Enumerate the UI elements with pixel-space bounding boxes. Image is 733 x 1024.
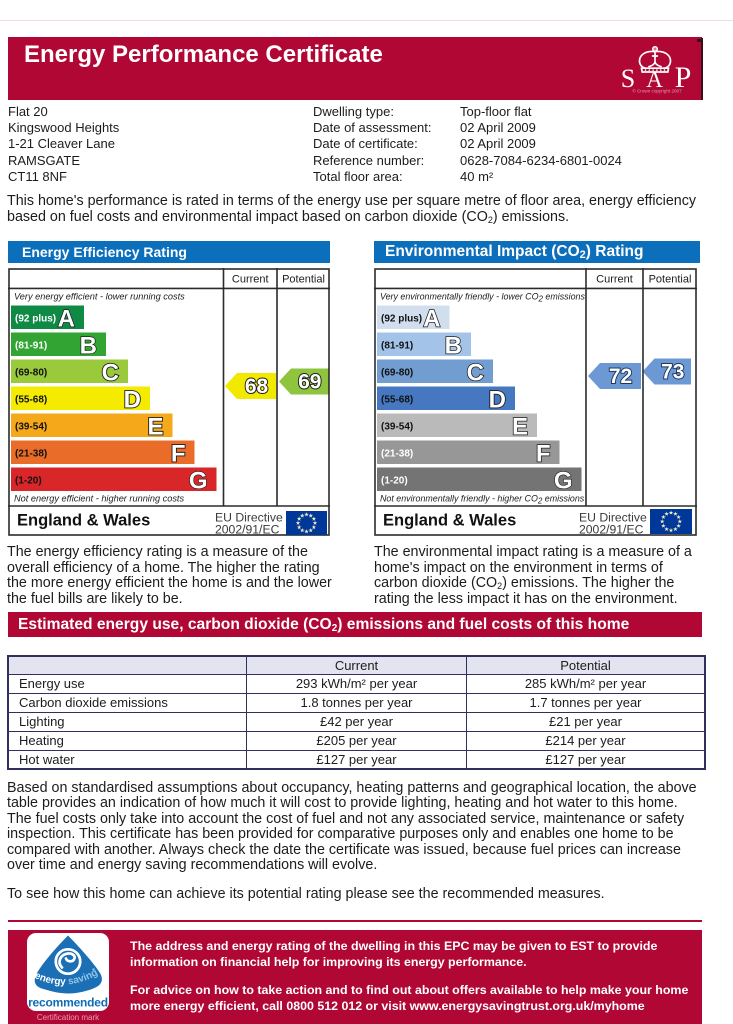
- svg-text:EU Directive: EU Directive: [215, 511, 283, 525]
- svg-text:(39-54): (39-54): [15, 421, 47, 432]
- svg-text:C: C: [102, 359, 119, 386]
- svg-text:A: A: [423, 305, 440, 332]
- svg-text:(92 plus): (92 plus): [381, 313, 422, 324]
- svg-text:(1-20): (1-20): [381, 475, 408, 486]
- svg-text:(69-80): (69-80): [15, 367, 47, 378]
- svg-text:69: 69: [298, 371, 321, 394]
- svg-text:2002/91/EC: 2002/91/EC: [579, 523, 644, 537]
- svg-text:(1-20): (1-20): [15, 475, 42, 486]
- svg-text:(81-91): (81-91): [15, 340, 47, 351]
- svg-text:A: A: [646, 67, 663, 92]
- svg-text:EU Directive: EU Directive: [579, 511, 647, 525]
- svg-text:P: P: [675, 61, 692, 94]
- svg-text:68: 68: [245, 375, 269, 398]
- svg-text:2002/91/EC: 2002/91/EC: [215, 523, 280, 537]
- svg-text:D: D: [124, 386, 141, 413]
- svg-text:(39-54): (39-54): [381, 421, 413, 432]
- svg-text:Current: Current: [232, 274, 269, 286]
- svg-text:England & Wales: England & Wales: [17, 512, 150, 530]
- svg-text:(55-68): (55-68): [15, 394, 47, 405]
- svg-text:(92 plus): (92 plus): [15, 313, 56, 324]
- svg-text:Not energy efficient - higher: Not energy efficient - higher running co…: [14, 494, 184, 504]
- svg-text:E: E: [147, 413, 163, 440]
- svg-text:Potential: Potential: [282, 274, 325, 286]
- svg-text:(21-38): (21-38): [381, 448, 413, 459]
- svg-text:S: S: [621, 64, 635, 93]
- svg-text:(81-91): (81-91): [381, 340, 413, 351]
- svg-text:recommended: recommended: [28, 996, 108, 1010]
- svg-text:G: G: [189, 467, 208, 494]
- svg-text:(55-68): (55-68): [381, 394, 413, 405]
- svg-text:B: B: [80, 332, 97, 359]
- svg-text:(21-38): (21-38): [15, 448, 47, 459]
- svg-text:D: D: [489, 386, 506, 413]
- svg-text:(69-80): (69-80): [381, 367, 413, 378]
- svg-text:F: F: [536, 440, 551, 467]
- svg-text:73: 73: [661, 361, 684, 384]
- svg-text:Very environmentally friendly: Very environmentally friendly - lower CO…: [380, 292, 585, 304]
- svg-text:F: F: [171, 440, 186, 467]
- svg-text:G: G: [554, 467, 573, 494]
- svg-text:Not environmentally friendly -: Not environmentally friendly - higher CO…: [380, 494, 585, 506]
- svg-text:Potential: Potential: [649, 274, 692, 286]
- svg-text:Very energy efficient - lower: Very energy efficient - lower running co…: [14, 292, 185, 302]
- svg-text:© Crown copyright 2007: © Crown copyright 2007: [632, 88, 682, 94]
- svg-text:E: E: [512, 413, 528, 440]
- svg-text:72: 72: [609, 365, 632, 388]
- svg-text:England & Wales: England & Wales: [383, 512, 516, 530]
- svg-text:Current: Current: [596, 274, 633, 286]
- svg-text:A: A: [58, 305, 75, 332]
- svg-text:B: B: [445, 332, 462, 359]
- svg-text:C: C: [467, 359, 484, 386]
